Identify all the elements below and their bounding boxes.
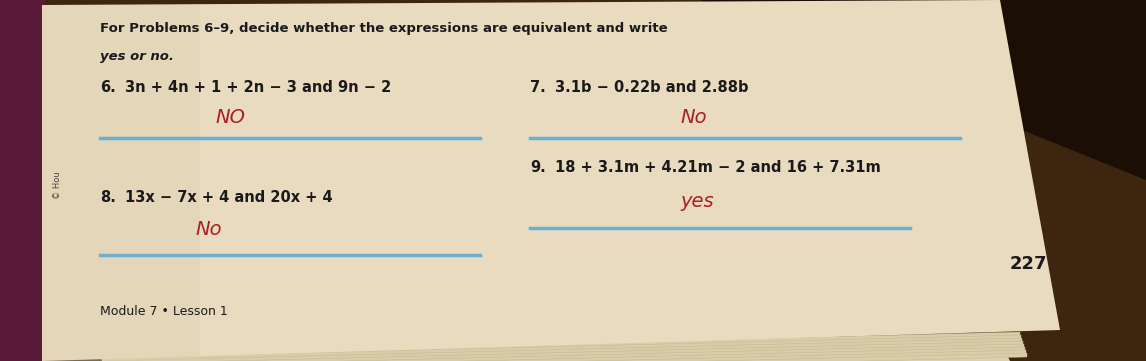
- Polygon shape: [102, 335, 1021, 361]
- Text: For Problems 6–9, decide whether the expressions are equivalent and write: For Problems 6–9, decide whether the exp…: [100, 22, 668, 35]
- Polygon shape: [105, 341, 1023, 361]
- Text: 7.: 7.: [529, 80, 545, 95]
- Text: 6.: 6.: [100, 80, 116, 95]
- Polygon shape: [113, 353, 1027, 361]
- Polygon shape: [700, 0, 1146, 180]
- Text: 9.: 9.: [529, 160, 545, 175]
- Polygon shape: [42, 5, 201, 361]
- Polygon shape: [112, 350, 1026, 361]
- Text: yes: yes: [680, 192, 714, 211]
- Polygon shape: [104, 338, 1022, 361]
- Polygon shape: [120, 340, 1010, 361]
- Text: 3.1b − 0.22b and 2.88b: 3.1b − 0.22b and 2.88b: [555, 80, 748, 95]
- Polygon shape: [100, 332, 1020, 359]
- Text: 13x − 7x + 4 and 20x + 4: 13x − 7x + 4 and 20x + 4: [125, 190, 332, 205]
- Text: yes or no.: yes or no.: [100, 50, 174, 63]
- Text: 8.: 8.: [100, 190, 116, 205]
- Text: Module 7 • Lesson 1: Module 7 • Lesson 1: [100, 305, 228, 318]
- Text: NO: NO: [215, 108, 245, 127]
- Text: © Hou: © Hou: [54, 171, 63, 199]
- Polygon shape: [0, 0, 45, 361]
- Polygon shape: [108, 344, 1025, 361]
- Text: 227: 227: [1010, 255, 1047, 273]
- Text: 3n + 4n + 1 + 2n − 3 and 9n − 2: 3n + 4n + 1 + 2n − 3 and 9n − 2: [125, 80, 391, 95]
- Text: No: No: [680, 108, 706, 127]
- Polygon shape: [42, 0, 1060, 361]
- Text: 18 + 3.1m + 4.21m − 2 and 16 + 7.31m: 18 + 3.1m + 4.21m − 2 and 16 + 7.31m: [555, 160, 881, 175]
- Polygon shape: [110, 347, 1025, 361]
- Text: No: No: [195, 220, 221, 239]
